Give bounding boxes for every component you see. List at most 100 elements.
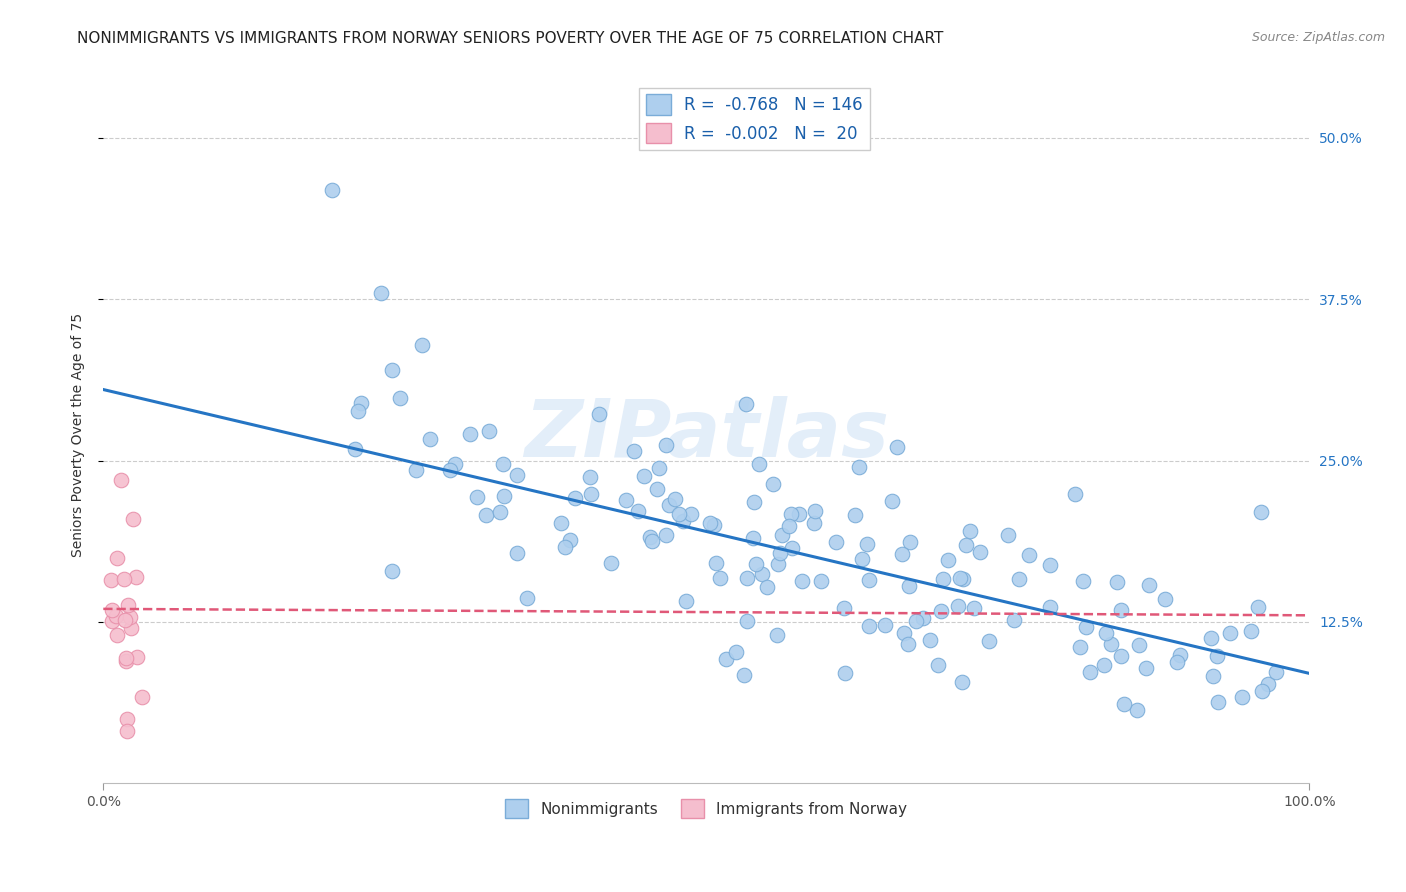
Point [834, 666, 856, 681]
Point [962, 600, 984, 615]
Point [893, 626, 915, 640]
Point [1126, 703, 1149, 717]
Point [898, 535, 921, 549]
Point [890, 547, 912, 561]
Point [492, 457, 515, 471]
Point [120, 621, 142, 635]
Point [679, 507, 702, 521]
Point [946, 599, 969, 613]
Point [709, 571, 731, 585]
Point [564, 491, 586, 506]
Point [100, 614, 122, 628]
Point [769, 546, 792, 560]
Point [1008, 572, 1031, 586]
Point [1202, 669, 1225, 683]
Point [100, 602, 122, 616]
Point [110, 473, 132, 487]
Point [475, 508, 498, 522]
Point [875, 618, 897, 632]
Point [751, 567, 773, 582]
Point [959, 524, 981, 539]
Point [1166, 655, 1188, 669]
Point [969, 545, 991, 559]
Point [1230, 690, 1253, 704]
Point [655, 437, 678, 451]
Point [1092, 658, 1115, 673]
Point [950, 675, 973, 690]
Point [1257, 677, 1279, 691]
Legend: Nonimmigrants, Immigrants from Norway: Nonimmigrants, Immigrants from Norway [499, 793, 914, 824]
Point [1105, 574, 1128, 589]
Point [1247, 600, 1270, 615]
Point [1168, 648, 1191, 662]
Point [858, 618, 880, 632]
Point [880, 494, 903, 508]
Point [388, 391, 411, 405]
Point [1250, 505, 1272, 519]
Point [127, 649, 149, 664]
Point [114, 651, 136, 665]
Point [856, 537, 879, 551]
Point [851, 552, 873, 566]
Point [623, 443, 645, 458]
Point [920, 633, 942, 648]
Point [645, 482, 668, 496]
Point [756, 580, 779, 594]
Point [955, 538, 977, 552]
Point [735, 571, 758, 585]
Point [489, 505, 512, 519]
Point [762, 477, 785, 491]
Point [578, 470, 600, 484]
Point [704, 556, 727, 570]
Point [1099, 637, 1122, 651]
Point [381, 363, 404, 377]
Text: NONIMMIGRANTS VS IMMIGRANTS FROM NORWAY SENIORS POVERTY OVER THE AGE OF 75 CORRE: NONIMMIGRANTS VS IMMIGRANTS FROM NORWAY … [77, 31, 943, 46]
Point [1094, 626, 1116, 640]
Point [641, 533, 664, 548]
Point [439, 463, 461, 477]
Point [977, 633, 1000, 648]
Point [832, 600, 855, 615]
Point [675, 594, 697, 608]
Point [125, 570, 148, 584]
Point [1111, 648, 1133, 663]
Point [1018, 548, 1040, 562]
Point [905, 614, 928, 628]
Point [1002, 613, 1025, 627]
Point [638, 530, 661, 544]
Point [932, 572, 955, 586]
Point [1240, 624, 1263, 638]
Point [927, 657, 949, 672]
Point [321, 183, 343, 197]
Point [350, 396, 373, 410]
Point [444, 457, 467, 471]
Point [1071, 574, 1094, 588]
Point [703, 517, 725, 532]
Point [668, 508, 690, 522]
Point [411, 338, 433, 352]
Point [112, 572, 135, 586]
Point [735, 614, 758, 628]
Point [848, 460, 870, 475]
Point [733, 667, 755, 681]
Point [516, 591, 538, 605]
Point [1078, 665, 1101, 679]
Point [105, 628, 128, 642]
Point [465, 491, 488, 505]
Point [506, 468, 529, 483]
Point [912, 611, 935, 625]
Point [347, 404, 370, 418]
Point [949, 570, 972, 584]
Point [1038, 599, 1060, 614]
Point [938, 552, 960, 566]
Point [1135, 661, 1157, 675]
Point [858, 573, 880, 587]
Point [1114, 697, 1136, 711]
Point [100, 573, 122, 587]
Point [419, 432, 441, 446]
Point [579, 487, 602, 501]
Point [458, 427, 481, 442]
Point [654, 527, 676, 541]
Point [115, 654, 138, 668]
Point [844, 508, 866, 522]
